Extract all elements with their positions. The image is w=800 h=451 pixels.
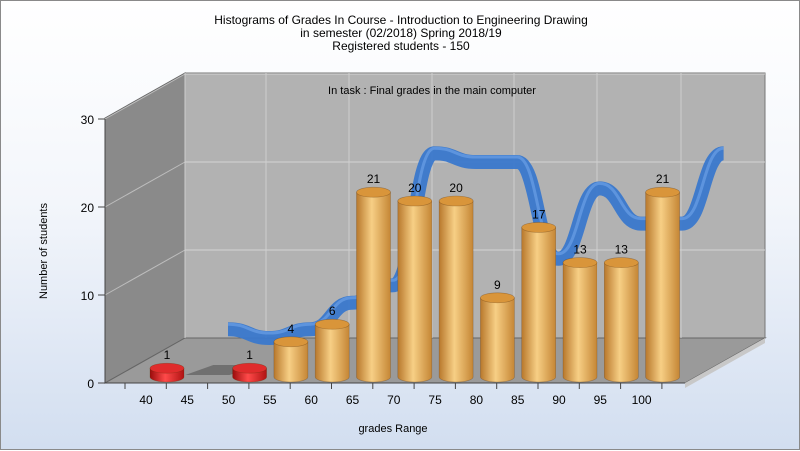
chart-title-line-2: in semester (02/2018) Spring 2018/19 — [300, 26, 502, 40]
bar-value-label: 1 — [246, 348, 253, 362]
bar-top — [397, 195, 433, 207]
bar-value-label: 6 — [329, 304, 336, 318]
bar: 21 — [356, 172, 391, 383]
bar-top — [356, 186, 391, 198]
y-axis: 0 10 20 30 — [81, 113, 106, 391]
y-axis-title: Number of students — [38, 203, 50, 299]
bar-top — [562, 257, 598, 268]
x-tick-label: 95 — [594, 393, 608, 407]
x-tick-label: 50 — [222, 393, 236, 407]
floor-edge — [685, 338, 765, 388]
x-tick-label: 45 — [181, 393, 195, 407]
x-axis-title: grades Range — [358, 423, 427, 435]
bar: 9 — [480, 278, 515, 383]
x-axis: 40 45 50 55 60 65 70 75 80 85 90 95 100 — [124, 383, 663, 407]
bar-body — [562, 262, 598, 383]
x-tick-label: 70 — [387, 393, 401, 407]
bar-top — [232, 362, 267, 374]
bar-body — [438, 200, 474, 383]
bar-body — [604, 262, 639, 383]
y-tick-label: 0 — [87, 377, 94, 391]
gridline-side — [104, 161, 186, 208]
x-tick-label: 60 — [305, 393, 319, 407]
bar-body — [480, 297, 515, 383]
bar-value-label: 13 — [615, 243, 629, 257]
bar-body — [521, 227, 556, 383]
bar-top — [438, 195, 474, 207]
x-tick-label: 55 — [263, 393, 277, 407]
bar-value-label: 4 — [288, 322, 295, 336]
bar-top — [521, 222, 557, 233]
bar-body — [645, 191, 680, 383]
bar-value-label: 21 — [367, 172, 381, 186]
x-tick-label: 90 — [552, 393, 566, 407]
bar-top — [603, 257, 639, 268]
x-tick-label: 100 — [632, 393, 652, 407]
bar-body — [397, 200, 433, 383]
bars: 1 1 4 6 21 20 20 9 17 13 13 21 — [149, 172, 680, 383]
x-tick-label: 40 — [139, 393, 153, 407]
left-wall — [104, 72, 186, 384]
bar: 1 — [149, 348, 185, 383]
bar: 20 — [397, 181, 433, 383]
x-tick-label: 75 — [428, 393, 442, 407]
gridlines — [104, 73, 765, 338]
y-tick-label: 10 — [81, 289, 95, 303]
bar: 21 — [645, 172, 680, 383]
x-tick-label: 80 — [470, 393, 484, 407]
x-tick-label: 85 — [511, 393, 525, 407]
bar: 6 — [314, 304, 350, 383]
chart-title-line-1: Histograms of Grades In Course - Introdu… — [214, 13, 588, 27]
bar-body — [356, 191, 391, 383]
bar-top — [645, 186, 680, 198]
bar: 4 — [273, 322, 309, 383]
y-tick-label: 30 — [81, 113, 95, 127]
bar-body — [273, 341, 309, 383]
bar-top — [314, 318, 350, 330]
bar-top — [480, 292, 515, 304]
bar: 1 — [232, 348, 267, 383]
x-tick-label: 65 — [346, 393, 360, 407]
gridline-side — [104, 249, 186, 296]
bar-top — [149, 362, 185, 374]
bar-value-label: 13 — [573, 243, 587, 257]
chart-title-line-3: Registered students - 150 — [332, 39, 470, 53]
bar-value-label: 9 — [494, 278, 501, 292]
bar: 20 — [438, 181, 474, 383]
bar-value-label: 17 — [532, 207, 546, 221]
y-tick-label: 20 — [81, 201, 95, 215]
bar-value-label: 20 — [449, 181, 463, 195]
bar-value-label: 1 — [164, 348, 171, 362]
bar: 13 — [562, 243, 598, 383]
bar-top — [273, 336, 309, 348]
bar-value-label: 21 — [656, 172, 670, 186]
bar-body — [314, 323, 350, 383]
bar-value-label: 20 — [408, 181, 422, 195]
chart-subtitle: In task : Final grades in the main compu… — [328, 85, 536, 97]
bar: 13 — [603, 243, 639, 383]
bar: 17 — [521, 207, 557, 383]
gridline-side — [104, 73, 186, 120]
